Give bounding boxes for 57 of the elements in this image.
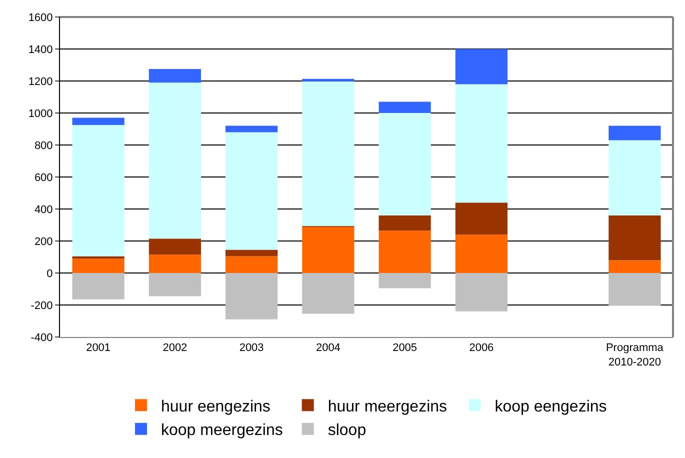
legend-label: huur meergezins bbox=[328, 398, 448, 416]
y-tick-label: 1400 bbox=[28, 44, 53, 56]
bar bbox=[608, 260, 661, 273]
y-tick-label: 1000 bbox=[28, 108, 53, 120]
bar bbox=[148, 82, 201, 239]
legend-label: koop meergezins bbox=[161, 422, 283, 440]
bar bbox=[302, 78, 354, 82]
x-tick-label: 2003 bbox=[239, 342, 264, 354]
bar bbox=[378, 215, 431, 231]
bar bbox=[608, 126, 661, 140]
bar bbox=[302, 226, 354, 273]
bar bbox=[455, 202, 508, 235]
bar bbox=[378, 113, 431, 216]
bar bbox=[148, 273, 201, 296]
y-tick-label: 400 bbox=[34, 204, 53, 216]
bar bbox=[148, 238, 201, 255]
legend-label: sloop bbox=[328, 422, 366, 440]
y-tick-label: 600 bbox=[34, 172, 53, 184]
bar bbox=[378, 102, 431, 113]
bar bbox=[455, 84, 508, 203]
legend-label: huur eengezins bbox=[161, 398, 270, 416]
y-tick-label: 200 bbox=[34, 236, 53, 248]
y-tick-label: 800 bbox=[34, 140, 53, 152]
bar bbox=[226, 132, 278, 250]
bar bbox=[608, 140, 661, 216]
legend-label: koop eengezins bbox=[494, 398, 607, 416]
y-tick-label: -400 bbox=[30, 332, 53, 344]
x-tick-label: 2002 bbox=[162, 342, 188, 354]
bar bbox=[226, 126, 278, 132]
bar bbox=[148, 69, 201, 83]
y-tick-label: 1200 bbox=[28, 76, 53, 88]
x-tick-label: 2005 bbox=[392, 342, 418, 354]
bar bbox=[72, 118, 124, 125]
bar bbox=[148, 254, 201, 273]
bar bbox=[302, 81, 354, 226]
bar bbox=[455, 234, 508, 273]
x-tick-label: 2006 bbox=[469, 342, 494, 354]
bar bbox=[226, 256, 278, 273]
bar bbox=[455, 273, 508, 312]
x-tick-label: 2001 bbox=[86, 342, 111, 354]
bar bbox=[455, 49, 508, 84]
bar bbox=[226, 273, 278, 320]
bar bbox=[72, 125, 124, 256]
bar bbox=[302, 273, 354, 314]
y-tick-label: -200 bbox=[30, 300, 53, 312]
x-tick-label: Programma 2010-2020 bbox=[606, 342, 664, 368]
bar bbox=[378, 230, 431, 273]
y-tick-label: 0 bbox=[46, 268, 53, 280]
x-tick-label: 2004 bbox=[316, 342, 340, 354]
y-tick-label: 1600 bbox=[28, 12, 53, 24]
bar bbox=[72, 273, 124, 300]
bar bbox=[608, 215, 661, 260]
bar bbox=[226, 250, 278, 256]
bar bbox=[378, 273, 431, 288]
bar bbox=[72, 258, 124, 273]
bar bbox=[72, 256, 124, 259]
bar bbox=[608, 273, 661, 306]
